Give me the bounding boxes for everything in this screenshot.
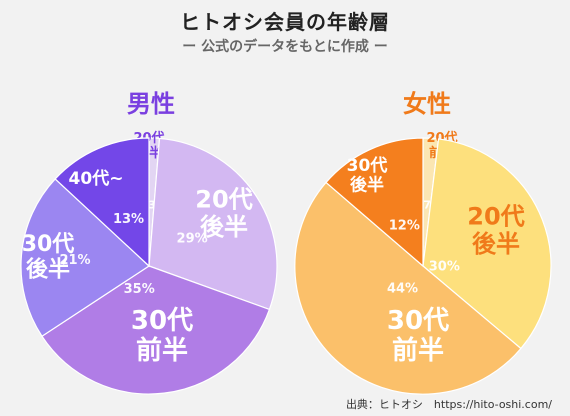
slice-percent: 35%: [124, 282, 155, 297]
page-title: ヒトオシ会員の年齢層: [180, 10, 390, 34]
slice-percent: 13%: [113, 212, 144, 227]
slice-label: 前半: [136, 335, 188, 366]
chart-heading: 男性: [127, 90, 175, 118]
slice-label: 後半: [350, 175, 384, 196]
slice-percent: 44%: [387, 282, 418, 297]
pie-slice: [148, 137, 278, 311]
pie-slice: [422, 138, 552, 350]
pie-slice: [294, 181, 522, 395]
source-credit: 出典：ヒトオシ https://hito-oshi.com/: [345, 398, 552, 411]
slice-label: 20代: [195, 186, 252, 214]
slice-label: 30代: [347, 155, 388, 176]
slice-percent: 12%: [389, 218, 420, 233]
slice-label: 20代: [467, 203, 524, 231]
pie-slice: [325, 137, 424, 268]
slice-label: 30代: [131, 306, 193, 336]
slice-label: 30代: [387, 306, 449, 336]
slice-label: 30代: [22, 232, 75, 257]
chart-heading: 女性: [403, 90, 451, 118]
slice-label: 後半: [26, 256, 70, 282]
slice-percent: 30%: [429, 259, 460, 274]
slice-percent: 29%: [177, 231, 208, 246]
pie-slice: [20, 178, 150, 338]
slice-label: 後半: [200, 213, 248, 241]
slice-percent: 21%: [59, 253, 90, 268]
page-subtitle: ー 公式のデータをもとに作成 ー: [182, 39, 388, 55]
male-pie-chart: 男性20代前半1.3%20代後半29%30代前半35%30代後半21%40代~1…: [20, 90, 278, 395]
slice-label: 40代~: [69, 168, 124, 189]
slice-label: 後半: [472, 230, 520, 258]
pie-slice: [41, 265, 271, 395]
pie-slice: [54, 137, 150, 268]
slice-label: 前半: [392, 335, 444, 366]
